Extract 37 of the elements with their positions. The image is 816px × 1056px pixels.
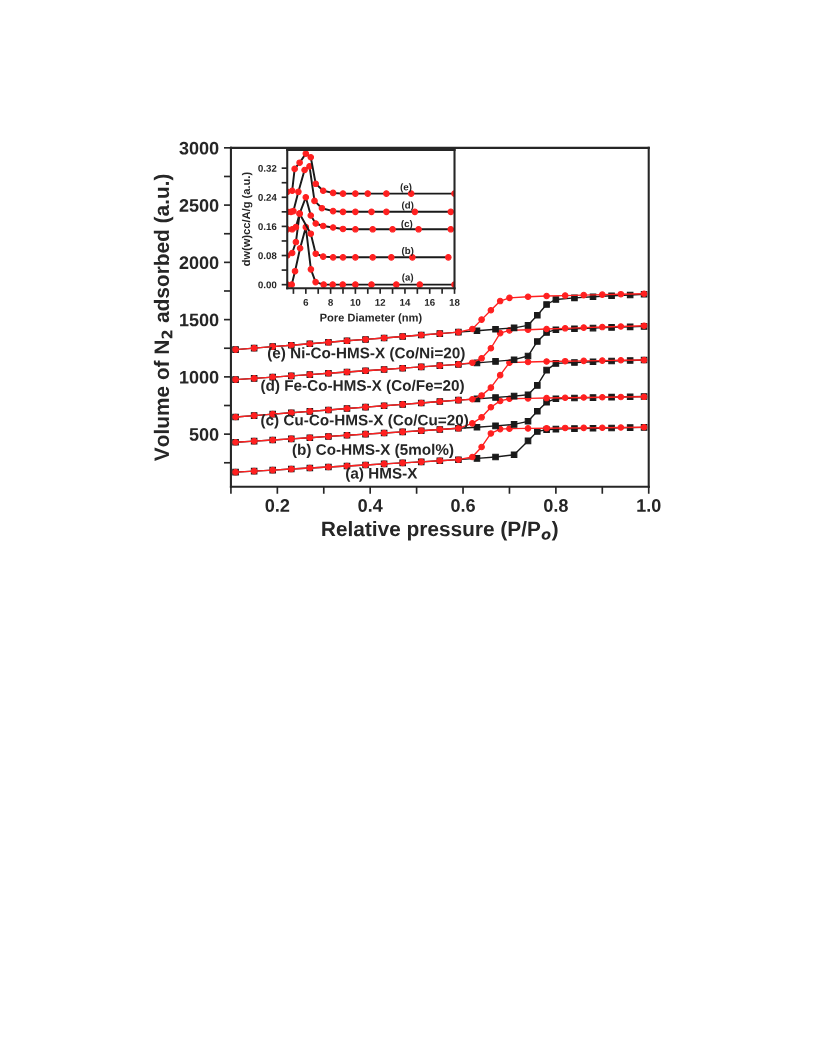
x-tick-label: 10 (350, 298, 361, 306)
x-tick-label: 0.4 (358, 499, 383, 512)
annotation: (b) Co-HMS-X (5mol%) (292, 443, 454, 459)
y-axis-title: Volume of N$_{2}$ adsorbed (a.u.) (153, 174, 174, 462)
y-tick-label: 1000 (180, 370, 219, 384)
x-tick-label: 6 (303, 298, 309, 306)
x-tick-label: 1.0 (637, 499, 661, 512)
annotation: (e) Ni-Co-HMS-X (Co/Ni=20) (267, 347, 465, 362)
annotation: (c) Cu-Co-HMS-X (Co/Cu=20) (261, 414, 469, 429)
y-tick-label: 3000 (179, 141, 219, 155)
x-tick-label: 0.2 (265, 499, 290, 512)
x-axis-title: Pore Diameter (nm) (320, 313, 422, 324)
y-tick-label: 0.32 (258, 164, 277, 172)
x-tick-label: 12 (375, 298, 386, 306)
x-tick-label: 0.6 (451, 499, 475, 512)
annotation: (c) (401, 219, 413, 230)
x-tick-label: 8 (328, 298, 334, 306)
y-tick-label: 0.00 (258, 281, 277, 289)
annotation: (a) HMS-X (346, 467, 418, 482)
annotation: (b) (401, 246, 414, 257)
y-tick-label: 500 (189, 428, 219, 441)
y-tick-label: 2500 (179, 199, 219, 212)
y-tick-label: 1500 (180, 313, 219, 327)
annotation: (e) (400, 183, 412, 193)
annotation: (a) (402, 273, 414, 283)
x-tick-label: 16 (424, 298, 435, 306)
y-axis-title: dw(w)cc/A/g (a.u.) (241, 172, 253, 266)
y-tick-label: 2000 (179, 256, 219, 270)
x-tick-label: 18 (449, 298, 460, 306)
x-tick-label: 0.8 (544, 499, 568, 512)
y-tick-label: 0.24 (258, 194, 277, 201)
y-tick-label: 0.08 (258, 252, 277, 260)
annotation: (d) (401, 201, 414, 211)
annotation: (d) Fe-Co-HMS-X (Co/Fe=20) (261, 379, 464, 394)
x-axis-title: Relative pressure (P/P$_{o}$) (322, 521, 558, 541)
x-tick-label: 14 (400, 299, 411, 306)
y-tick-label: 0.16 (258, 223, 277, 231)
